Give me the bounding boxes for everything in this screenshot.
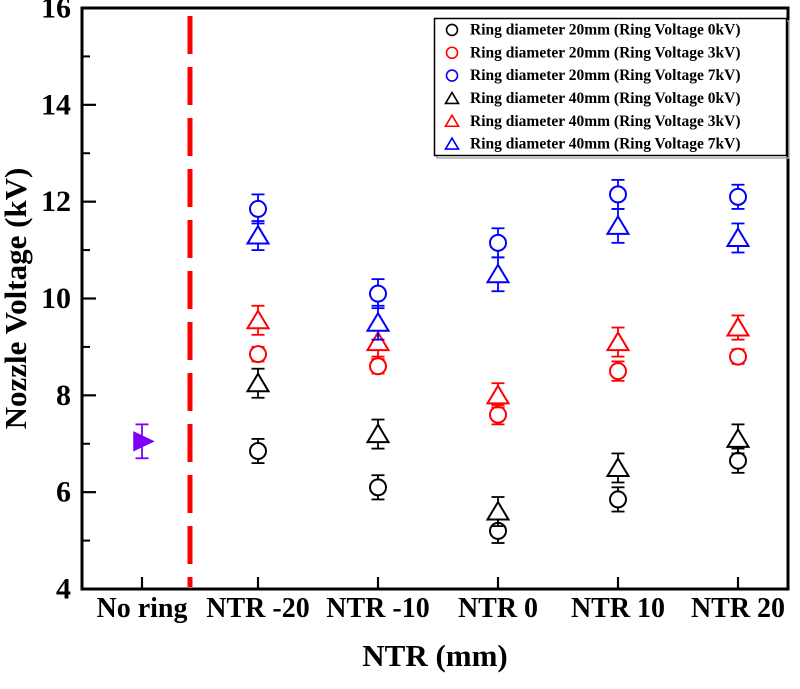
x-axis-category-label: NTR 0 bbox=[458, 593, 538, 624]
y-axis-title: Nozzle Voltage (kV) bbox=[0, 168, 33, 430]
data-point-s0-ntr-10 bbox=[609, 490, 627, 509]
y-axis-tick-label: 16 bbox=[41, 0, 71, 25]
y-axis-tick-label: 12 bbox=[41, 185, 71, 218]
legend-entry-label: Ring diameter 20mm (Ring Voltage 0kV) bbox=[470, 21, 741, 38]
data-point-s3-ntr-10 bbox=[365, 422, 391, 444]
data-point-s3-ntr-0 bbox=[485, 500, 511, 521]
no-ring-marker bbox=[133, 431, 155, 452]
data-point-s5-ntr-10 bbox=[605, 214, 631, 235]
data-point-s2-ntr-0 bbox=[489, 233, 507, 252]
legend-entry-label: Ring diameter 40mm (Ring Voltage 0kV) bbox=[470, 90, 741, 107]
data-point-s0-ntr-20 bbox=[729, 451, 747, 470]
data-point-s5-ntr-20 bbox=[245, 224, 271, 245]
legend-entry-label: Ring diameter 40mm (Ring Voltage 7kV) bbox=[470, 136, 741, 153]
legend-triangle-marker bbox=[444, 113, 460, 128]
data-point-s5-ntr-10 bbox=[365, 311, 391, 332]
data-point-s1-ntr-20 bbox=[729, 347, 747, 366]
legend-entry-label: Ring diameter 40mm (Ring Voltage 3kV) bbox=[470, 113, 741, 130]
x-axis-category-label: No ring bbox=[97, 593, 188, 624]
legend-circle-marker bbox=[445, 23, 459, 37]
data-point-s5-ntr-20 bbox=[725, 226, 751, 247]
data-point-s3-ntr-20 bbox=[245, 371, 271, 393]
y-axis-tick-label: 4 bbox=[56, 573, 71, 606]
data-point-s2-ntr-20 bbox=[729, 187, 747, 206]
y-axis-tick-label: 6 bbox=[56, 476, 71, 509]
legend-circle-marker bbox=[445, 69, 459, 82]
data-point-s3-ntr-10 bbox=[605, 456, 631, 477]
x-axis-title: NTR (mm) bbox=[362, 638, 508, 673]
data-point-s2-ntr-10 bbox=[609, 185, 627, 204]
data-point-s2-ntr-20 bbox=[249, 199, 267, 218]
data-point-s4-ntr-0 bbox=[485, 383, 511, 405]
y-axis-tick-label: 8 bbox=[56, 379, 71, 412]
legend-circle-marker bbox=[445, 46, 459, 60]
data-point-s4-ntr-10 bbox=[605, 330, 631, 352]
data-point-s1-ntr-10 bbox=[609, 362, 627, 381]
y-axis-tick-label: 14 bbox=[41, 88, 71, 121]
x-axis-category-label: NTR -20 bbox=[206, 593, 309, 624]
data-point-s1-ntr-10 bbox=[369, 357, 387, 376]
x-axis-category-label: NTR 10 bbox=[571, 593, 665, 624]
y-axis-tick-label: 10 bbox=[41, 282, 71, 315]
legend-entry-label: Ring diameter 20mm (Ring Voltage 7kV) bbox=[470, 67, 741, 84]
data-point-s3-ntr-20 bbox=[725, 427, 751, 448]
x-axis-category-label: NTR 20 bbox=[691, 593, 785, 624]
legend-triangle-marker bbox=[444, 136, 460, 150]
data-point-s4-ntr-10 bbox=[365, 330, 391, 352]
data-point-s4-ntr-20 bbox=[245, 308, 271, 330]
legend-box bbox=[433, 17, 788, 157]
x-axis-category-label: NTR -10 bbox=[326, 593, 429, 624]
legend-entry-label: Ring diameter 20mm (Ring Voltage 3kV) bbox=[470, 44, 741, 61]
data-point-s2-ntr-10 bbox=[369, 284, 387, 303]
data-point-s1-ntr-20 bbox=[249, 345, 267, 364]
data-point-s5-ntr-0 bbox=[485, 262, 511, 284]
data-point-s0-ntr-10 bbox=[369, 478, 387, 497]
data-point-s4-ntr-20 bbox=[725, 316, 751, 337]
data-point-s0-ntr-20 bbox=[249, 442, 267, 461]
legend-triangle-marker bbox=[444, 90, 460, 105]
data-point-s1-ntr-0 bbox=[489, 405, 507, 424]
